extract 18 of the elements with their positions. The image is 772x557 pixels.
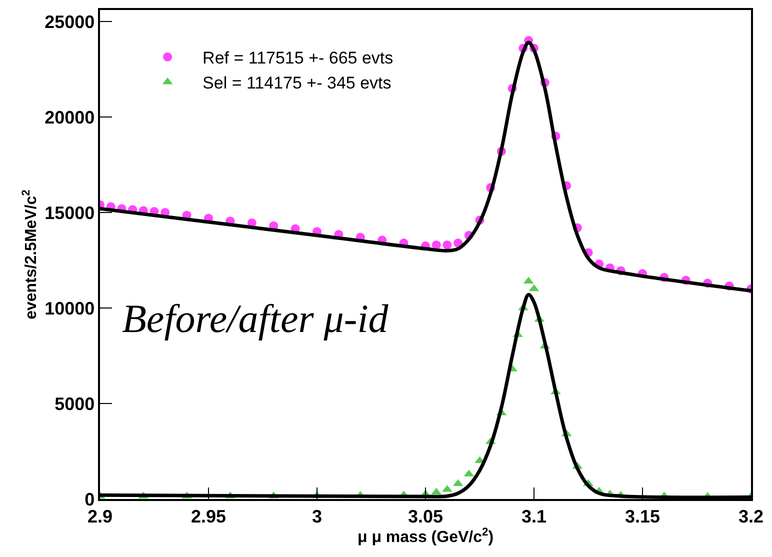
x-tick-label: 3.15: [624, 506, 660, 526]
y-tick-label: 15000: [44, 202, 95, 223]
legend-label: Ref = 117515 +- 665 evts: [202, 48, 394, 68]
x-axis-title: μ μ mass (GeV/c$^{2}$): [357, 526, 494, 546]
x-tick-label: 3.2: [738, 506, 764, 526]
annotation: Before/after μ-id: [122, 296, 390, 341]
point: [442, 484, 452, 492]
y-tick-label: 20000: [44, 107, 95, 128]
x-tick-label: 3: [312, 506, 322, 526]
point: [432, 240, 441, 250]
x-tick-label: 3.05: [408, 506, 444, 526]
point: [442, 240, 452, 250]
y-tick-label: 10000: [44, 298, 95, 318]
x-tick-label: 2.95: [190, 506, 226, 526]
x-tick-label: 3.1: [521, 506, 547, 526]
y-tick-label: 5000: [54, 394, 95, 414]
legend-label: Sel = 114175 +- 345 evts: [202, 74, 392, 93]
y-tick-label: 25000: [44, 12, 95, 32]
